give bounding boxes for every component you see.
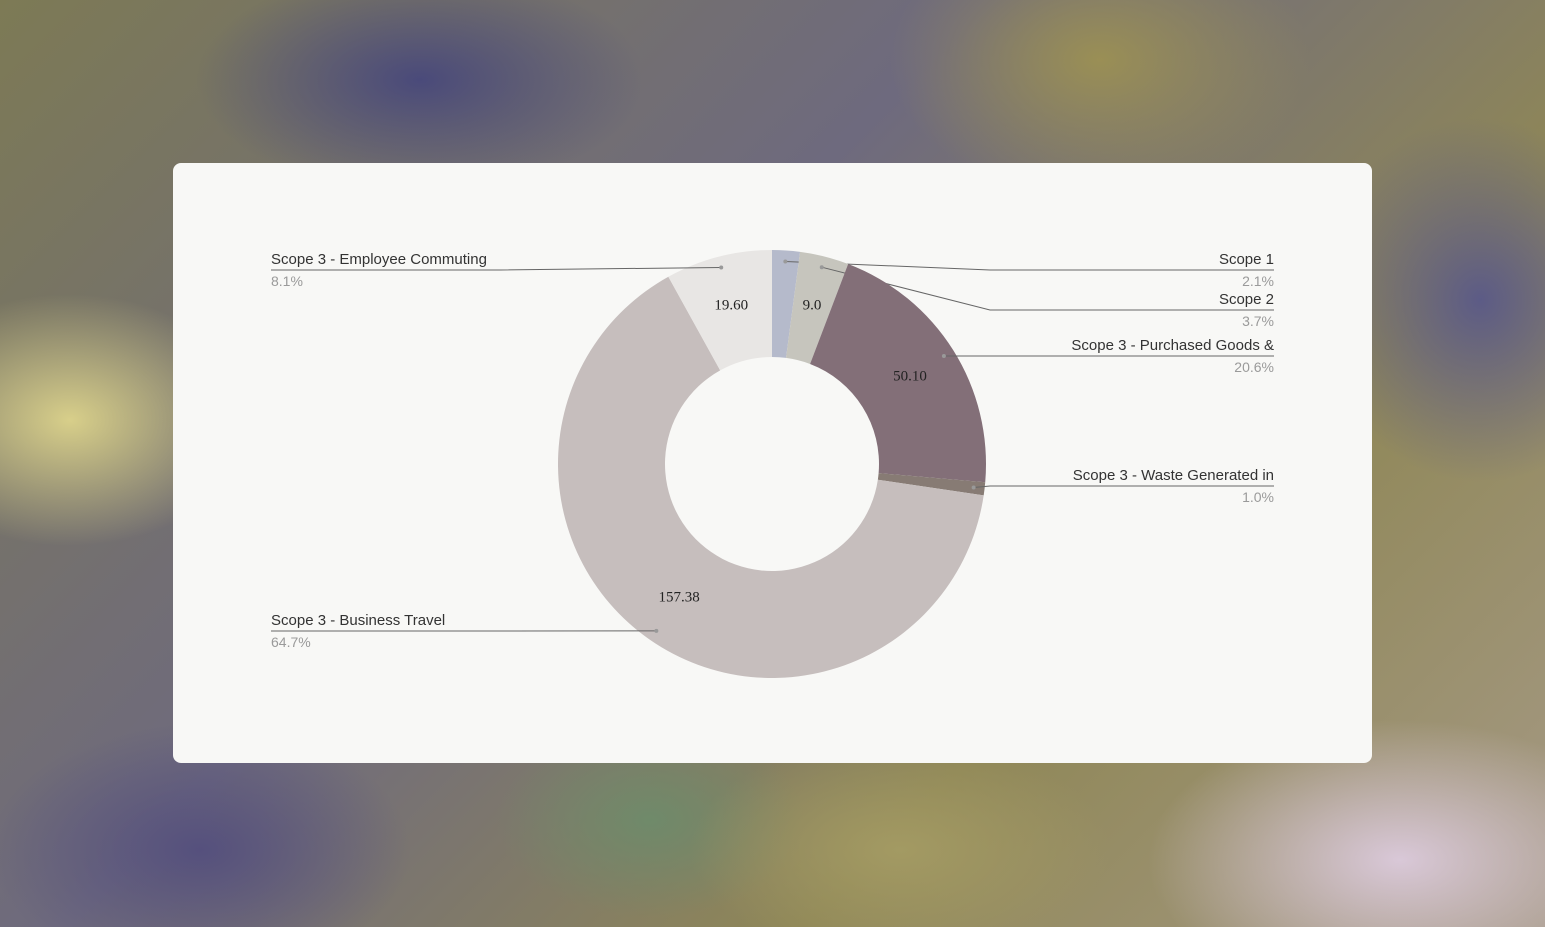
percent-label: 2.1% bbox=[1242, 273, 1274, 289]
leader-dot bbox=[941, 354, 946, 359]
data-label: 9.0 bbox=[803, 297, 822, 313]
leader-line bbox=[973, 485, 1274, 489]
percent-label: 8.1% bbox=[271, 273, 303, 289]
legend-label: Scope 1 bbox=[1219, 251, 1274, 268]
leader-dot bbox=[654, 628, 659, 633]
leader-line bbox=[271, 266, 722, 271]
percent-label: 1.0% bbox=[1242, 489, 1274, 505]
percent-label: 64.7% bbox=[271, 634, 311, 650]
leader-dot bbox=[971, 485, 976, 490]
donut-slice bbox=[810, 263, 987, 483]
leader-dot bbox=[783, 259, 788, 264]
leader-line bbox=[785, 260, 1274, 271]
percent-label: 20.6% bbox=[1234, 359, 1274, 375]
data-label: 157.38 bbox=[659, 589, 700, 605]
legend-label: Scope 3 - Business Travel bbox=[271, 612, 445, 629]
donut-slice bbox=[772, 250, 801, 358]
percent-label: 3.7% bbox=[1242, 313, 1274, 329]
donut-slice bbox=[877, 473, 986, 496]
leader-dot bbox=[819, 265, 824, 270]
donut-slice bbox=[786, 251, 849, 364]
legend-label: Scope 3 - Waste Generated in bbox=[1073, 467, 1274, 484]
legend-label: Scope 3 - Employee Commuting bbox=[271, 251, 487, 268]
data-label: 50.10 bbox=[893, 369, 927, 385]
leader-dot bbox=[719, 265, 724, 270]
donut-slice bbox=[668, 250, 772, 371]
data-label: 19.60 bbox=[714, 298, 748, 314]
legend-label: Scope 2 bbox=[1219, 291, 1274, 308]
donut-slice bbox=[557, 276, 984, 679]
legend-label: Scope 3 - Purchased Goods & bbox=[1071, 337, 1274, 354]
